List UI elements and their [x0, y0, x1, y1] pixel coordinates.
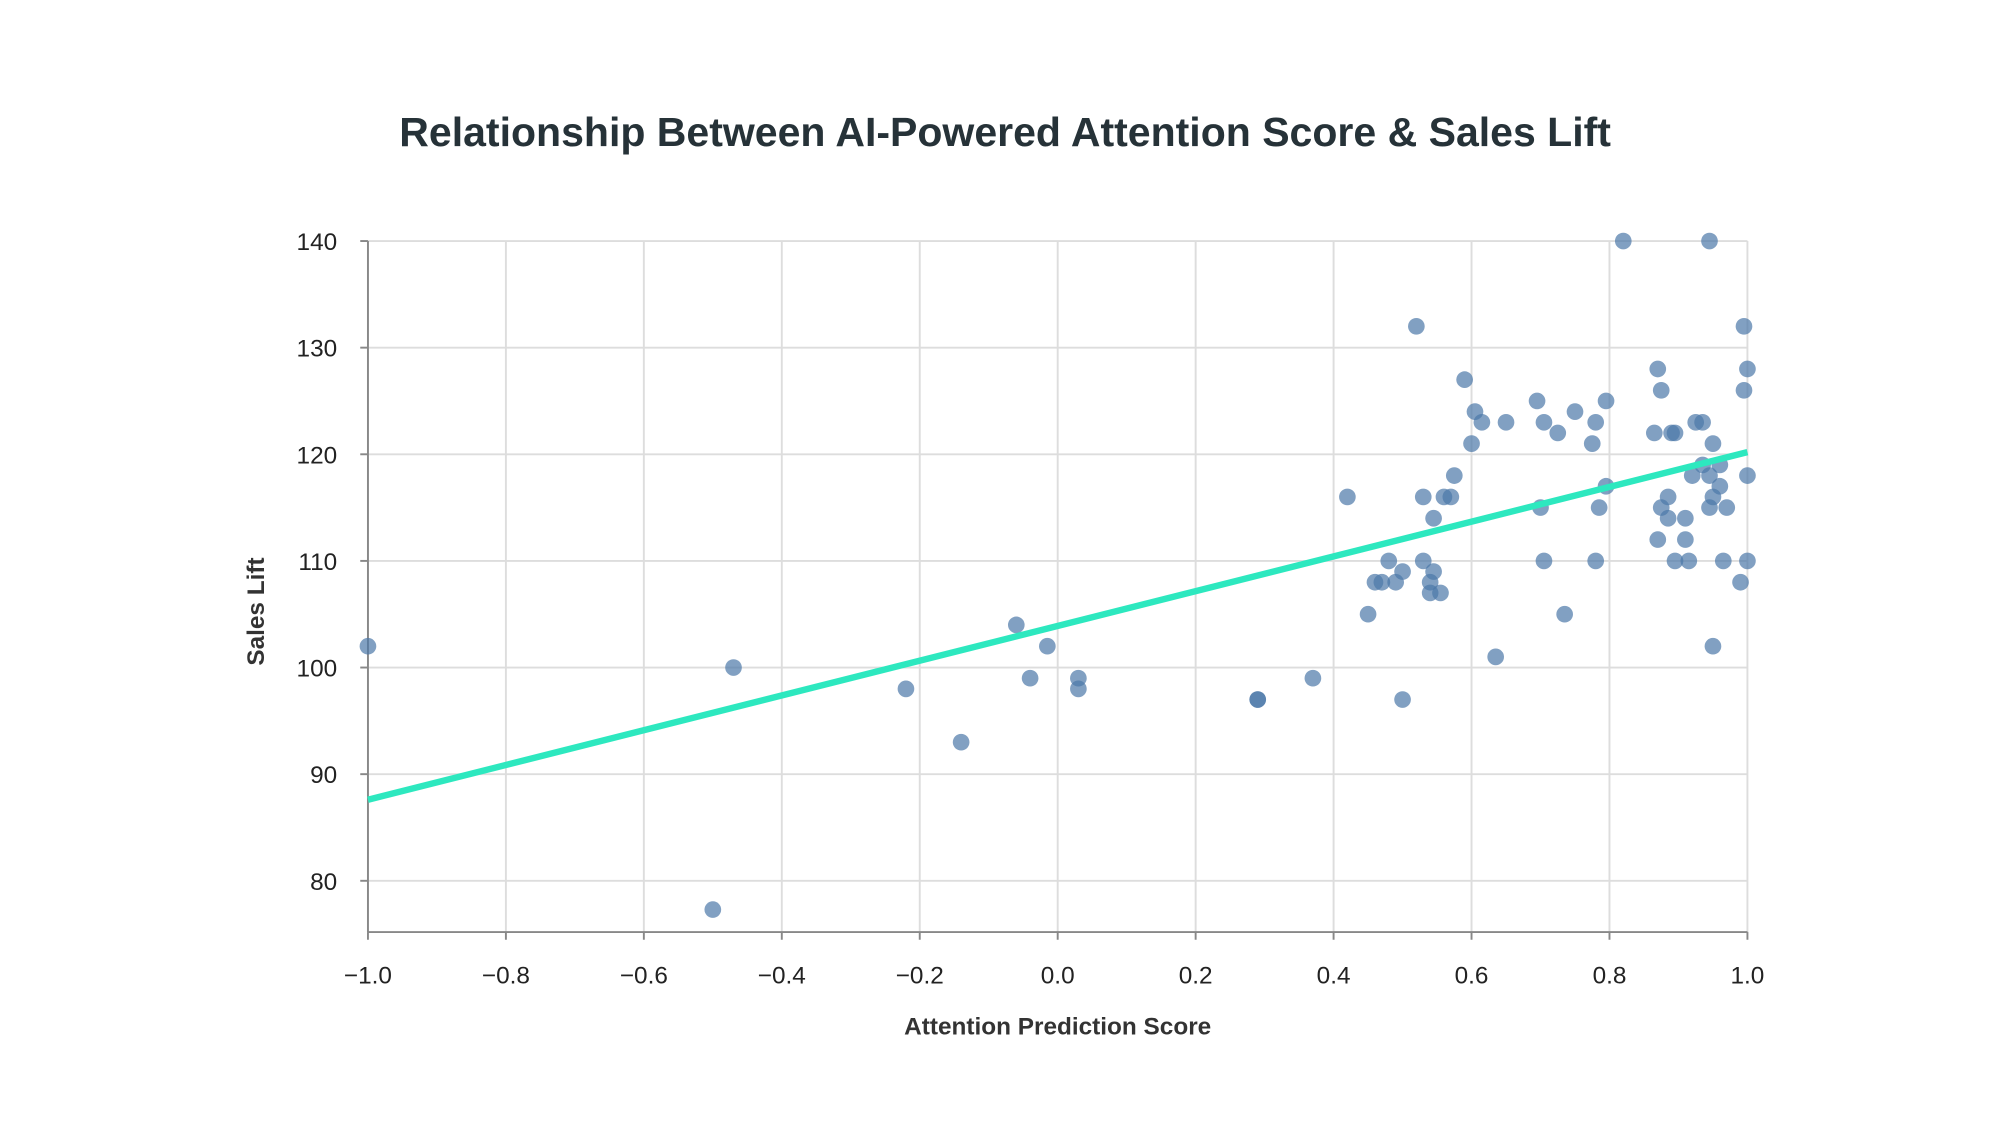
x-tick-label: 1.0	[1731, 962, 1765, 989]
x-tick-label: 0.4	[1317, 962, 1351, 989]
data-point	[1597, 392, 1615, 410]
data-point	[1735, 317, 1753, 335]
data-point	[1408, 317, 1425, 335]
data-point	[1432, 584, 1449, 602]
y-axis: 80 90 100 110 120 130 140	[297, 229, 369, 933]
data-point	[1535, 413, 1553, 431]
data-point	[1487, 648, 1505, 666]
data-point	[1442, 488, 1460, 506]
data-point	[1021, 669, 1039, 687]
data-point	[1473, 413, 1491, 431]
x-tick-label: 0.2	[1179, 962, 1213, 989]
data-point	[1677, 509, 1694, 527]
data-point	[704, 901, 722, 918]
data-point	[1380, 552, 1398, 570]
data-point	[1680, 552, 1698, 570]
data-point	[1373, 573, 1391, 591]
data-point	[1659, 509, 1677, 527]
data-point	[1714, 552, 1732, 570]
x-axis-label: Attention Prediction Score	[904, 1014, 1211, 1041]
x-tick-label: −1.0	[344, 962, 392, 989]
data-point	[1339, 488, 1356, 506]
data-point	[1649, 360, 1667, 378]
data-point	[1425, 563, 1442, 580]
data-point	[1587, 413, 1605, 431]
x-tick-label: −0.8	[482, 962, 530, 989]
data-point	[1666, 552, 1684, 570]
chart-title: Relationship Between AI-Powered Attentio…	[399, 109, 1611, 155]
x-axis: −1.0 −0.8 −0.6 −0.4 −0.2 0.0 0.2 0.4 0.6 0.8 1.0	[344, 931, 1765, 989]
trend-line	[367, 449, 1749, 803]
data-point	[359, 637, 377, 655]
y-tick-label: 130	[297, 336, 338, 363]
data-point	[1528, 392, 1546, 410]
data-point	[1070, 680, 1087, 698]
y-tick-label: 110	[298, 549, 337, 576]
data-point	[1649, 531, 1667, 548]
points	[359, 232, 1756, 918]
data-point	[1535, 552, 1553, 570]
data-point	[1445, 467, 1463, 484]
data-point	[1497, 413, 1515, 431]
data-point	[1666, 424, 1684, 442]
data-point	[1587, 552, 1605, 570]
data-point	[1456, 371, 1473, 388]
x-tick-label: 0.8	[1593, 962, 1627, 989]
data-point	[1463, 435, 1480, 452]
data-point	[725, 659, 742, 676]
y-axis-label: Sales Lift	[243, 557, 270, 665]
y-tick-label: 120	[297, 442, 338, 469]
data-point	[1590, 499, 1608, 516]
data-point	[1718, 499, 1736, 516]
x-tick-label: 0.0	[1041, 962, 1075, 989]
data-point	[1425, 509, 1442, 527]
data-point	[1304, 669, 1322, 687]
data-point	[1739, 552, 1756, 570]
data-point	[1614, 232, 1632, 250]
y-tick-label: 90	[310, 762, 337, 789]
x-tick-label: −0.4	[758, 962, 806, 989]
x-tick-label: −0.6	[620, 962, 668, 989]
data-point	[1711, 477, 1729, 495]
data-point	[1739, 360, 1756, 378]
x-tick-label: 0.6	[1455, 962, 1489, 989]
data-point	[1566, 403, 1584, 420]
data-point	[897, 680, 915, 698]
data-point	[1549, 424, 1567, 442]
data-point	[1659, 488, 1677, 506]
data-point	[1683, 467, 1701, 484]
x-tick-label: −0.2	[896, 962, 944, 989]
data-point	[1701, 232, 1718, 250]
data-point	[1394, 563, 1411, 580]
data-point	[1652, 381, 1670, 399]
data-point	[1039, 637, 1056, 655]
data-point	[1007, 616, 1025, 634]
data-point	[1704, 637, 1722, 655]
data-point	[1249, 691, 1267, 708]
data-point	[1583, 435, 1601, 452]
y-tick-label: 100	[297, 656, 338, 683]
data-point	[1694, 413, 1711, 431]
data-point	[1677, 531, 1694, 548]
data-point	[1701, 467, 1718, 484]
data-point	[1414, 552, 1432, 570]
data-point	[952, 733, 970, 751]
y-tick-label: 80	[310, 869, 337, 896]
grid	[366, 240, 1749, 933]
data-point	[1735, 381, 1753, 399]
data-point	[1732, 573, 1749, 591]
data-point	[1556, 605, 1573, 623]
data-point	[1645, 424, 1663, 442]
data-point	[1394, 691, 1411, 708]
data-point	[1739, 467, 1756, 484]
data-point	[1704, 435, 1722, 452]
y-tick-label: 140	[297, 229, 338, 256]
data-point	[1414, 488, 1432, 506]
data-point	[1359, 605, 1377, 623]
